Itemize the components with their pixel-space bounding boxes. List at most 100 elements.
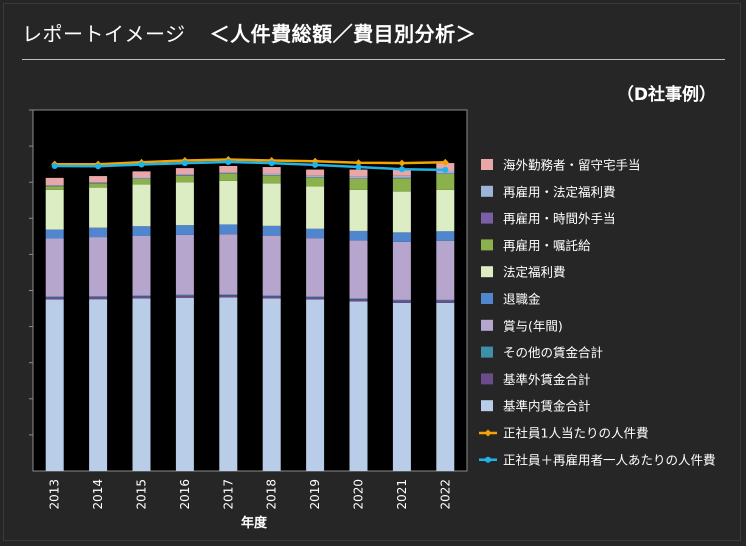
bar-segment <box>45 297 64 300</box>
line-point <box>398 166 405 173</box>
bar-segment <box>349 298 368 300</box>
title-divider <box>22 59 725 60</box>
bar-segment <box>349 178 368 190</box>
bar-segment <box>45 296 64 298</box>
legend-label: 賞与(年間) <box>503 318 563 333</box>
bar-segment <box>262 296 281 299</box>
bar-segment <box>132 226 151 236</box>
bar-segment <box>132 235 151 296</box>
x-tick-label: 2021 <box>395 479 409 510</box>
bar-segment <box>392 175 411 178</box>
bar-segment <box>349 230 368 241</box>
x-tick-label: 2015 <box>135 479 149 510</box>
legend-swatch <box>481 346 493 358</box>
bar-segment <box>175 182 194 226</box>
bar-segment <box>45 299 64 471</box>
x-tick-label: 2013 <box>48 479 62 510</box>
bar-segment <box>132 177 151 179</box>
bar-segment <box>436 302 455 471</box>
bar-segment <box>219 295 238 298</box>
bar-segment <box>175 175 194 183</box>
bar-segment <box>349 169 368 177</box>
bar-segment <box>89 296 108 300</box>
x-tick-label: 2017 <box>221 479 235 510</box>
bar-segment <box>392 302 411 471</box>
line-point <box>181 160 188 167</box>
report-subtitle: ＜人件費総額／費目別分析＞ <box>209 22 477 46</box>
report-frame <box>3 3 741 541</box>
bar-segment <box>175 294 194 296</box>
bar-segment <box>262 298 281 471</box>
legend-label: 海外勤務者・留守宅手当 <box>503 158 641 173</box>
legend-swatch <box>481 319 493 331</box>
legend-marker <box>484 429 492 437</box>
x-tick-label: 2018 <box>265 479 279 510</box>
bar-segment <box>132 296 151 299</box>
legend-label: 正社員1人当たりの人件費 <box>503 426 648 441</box>
legend-label: 法定福利費 <box>503 265 566 280</box>
bar-segment <box>219 234 238 295</box>
bar-segment <box>175 295 194 298</box>
bar-segment <box>132 295 151 297</box>
bar-segment <box>89 183 108 188</box>
bar-segment <box>262 173 281 175</box>
legend-swatch <box>481 212 493 224</box>
line-point <box>312 161 319 168</box>
bar-segment <box>436 300 455 303</box>
bar-segment <box>392 299 411 301</box>
bar-segment <box>262 183 281 226</box>
legend-label: その他の賃金合計 <box>503 345 603 360</box>
bar-segment <box>306 297 325 300</box>
bar-segment <box>392 178 411 192</box>
bar-segment <box>175 297 194 471</box>
legend-swatch <box>481 239 493 251</box>
bar-segment <box>175 225 194 235</box>
legend-swatch <box>481 293 493 304</box>
bar-segment <box>392 300 411 303</box>
line-point <box>355 159 362 167</box>
bar-segment <box>175 168 194 175</box>
bar-segment <box>436 231 455 241</box>
legend: 海外勤務者・留守宅手当再雇用・法定福利費再雇用・時間外手当再雇用・嘱託給法定福利… <box>479 158 716 467</box>
bar-segment <box>436 240 455 300</box>
bar-segment <box>175 234 194 295</box>
bar-segment <box>306 177 325 187</box>
legend-label: 基準内賃金合計 <box>503 399 591 414</box>
line-point <box>398 159 406 167</box>
legend-label: 再雇用・嘱託給 <box>503 238 591 253</box>
bars-layer <box>45 163 455 471</box>
legend-marker <box>485 456 491 463</box>
line-point <box>442 166 449 173</box>
bar-segment <box>219 297 238 471</box>
legend-swatch <box>481 373 493 385</box>
line-point <box>441 158 449 166</box>
bar-segment <box>349 240 368 299</box>
bar-segment <box>436 189 455 232</box>
report-title: レポートイメージ <box>22 22 186 46</box>
legend-swatch <box>481 185 493 197</box>
legend-swatch <box>481 400 493 412</box>
bar-segment <box>45 238 64 297</box>
x-tick-label: 2014 <box>91 479 105 510</box>
bar-segment <box>219 172 238 174</box>
bar-segment <box>175 174 194 176</box>
bar-segment <box>349 176 368 179</box>
bar-segment <box>89 296 108 297</box>
bar-segment <box>262 175 281 184</box>
bar-segment <box>219 224 238 235</box>
bar-segment <box>89 227 108 238</box>
bar-segment <box>45 186 64 190</box>
bar-segment <box>436 299 455 301</box>
bar-segment <box>132 298 151 471</box>
bar-segment <box>349 299 368 302</box>
bar-segment <box>262 225 281 236</box>
legend-label: 再雇用・法定福利費 <box>503 184 616 199</box>
bar-segment <box>89 237 108 297</box>
bar-segment <box>89 182 108 183</box>
bar-segment <box>132 178 151 185</box>
bar-segment <box>132 184 151 227</box>
bar-segment <box>392 191 411 233</box>
legend-swatch <box>481 266 493 278</box>
line-point <box>225 158 232 165</box>
